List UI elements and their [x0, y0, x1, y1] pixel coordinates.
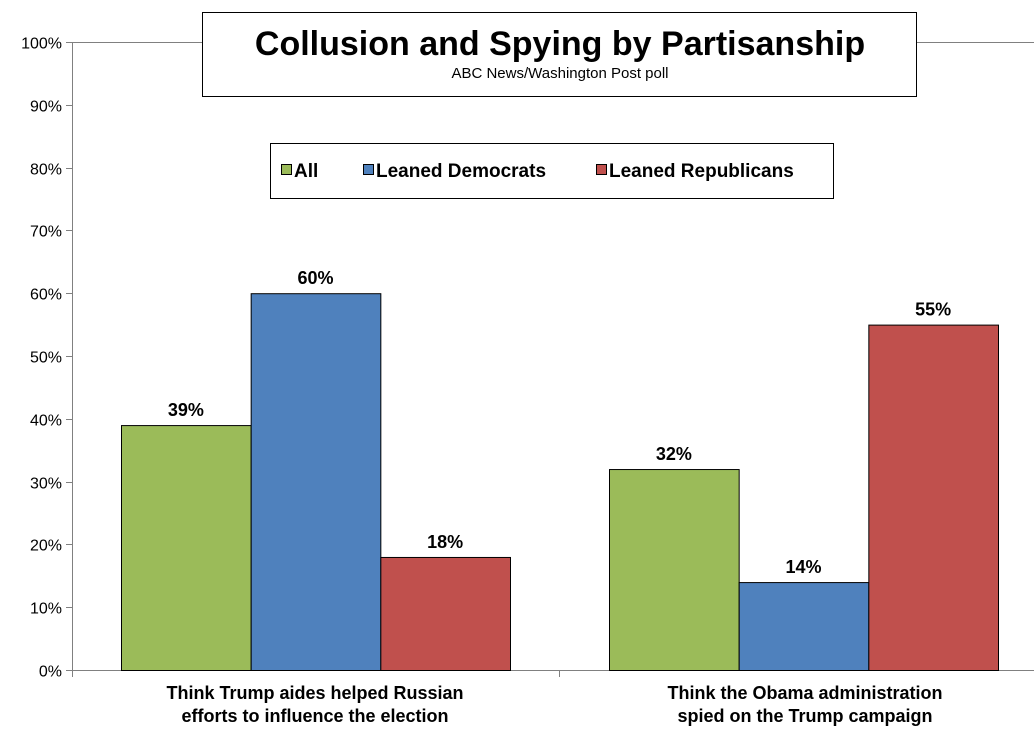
data-label: 60%: [297, 268, 333, 288]
bar-leaned-democrats: [250, 293, 382, 671]
chart-title: Collusion and Spying by Partisanship: [255, 25, 865, 63]
y-tick-label: 50%: [30, 350, 62, 367]
title-box: Collusion and Spying by Partisanship ABC …: [202, 12, 917, 97]
legend-swatch: [596, 164, 607, 175]
data-label: 55%: [915, 300, 951, 320]
y-tick-label: 20%: [30, 538, 62, 555]
category-label-line: spied on the Trump campaign: [677, 706, 932, 726]
bars: [121, 293, 999, 672]
y-tick-label: 60%: [30, 287, 62, 304]
data-label: 32%: [656, 444, 692, 464]
category-label: Think Trump aides helped Russian efforts …: [166, 683, 463, 726]
legend: All Leaned Democrats Leaned Republicans: [270, 143, 834, 199]
bar-leaned-republicans: [380, 556, 512, 672]
axes: 0% 10% 20% 30% 40% 50% 60% 70% 80% 90% 100% Think T…: [21, 36, 1034, 726]
legend-label: All: [294, 161, 318, 182]
category-label-line: Think the Obama administration: [667, 683, 942, 703]
category-label-line: efforts to influence the election: [181, 706, 448, 726]
category-label: Think the Obama administration spied on t…: [667, 683, 942, 726]
y-tick-label: 80%: [30, 162, 62, 179]
y-tick-label: 10%: [30, 601, 62, 618]
bar-leaned-republicans: [868, 324, 999, 671]
data-label: 14%: [785, 557, 821, 577]
legend-label: Leaned Republicans: [609, 161, 794, 182]
y-tick-label: 100%: [21, 36, 62, 53]
legend-swatch: [363, 164, 374, 175]
data-label: 18%: [427, 532, 463, 552]
bar-all: [121, 425, 252, 671]
legend-swatch: [281, 164, 292, 175]
category-label-line: Think Trump aides helped Russian: [166, 683, 463, 703]
bar-leaned-democrats: [738, 582, 870, 672]
data-labels: 39% 60% 18% 32% 14% 55%: [168, 268, 951, 577]
legend-label: Leaned Democrats: [376, 161, 546, 182]
title-box-frame: [202, 12, 917, 97]
y-tick-label: 90%: [30, 99, 62, 116]
y-tick-label: 0%: [39, 664, 62, 681]
y-tick-label: 40%: [30, 413, 62, 430]
y-tick-label: 30%: [30, 476, 62, 493]
y-tick-label: 70%: [30, 224, 62, 241]
data-label: 39%: [168, 400, 204, 420]
bar-all: [609, 469, 740, 672]
chart-subtitle: ABC News/Washington Post poll: [451, 65, 668, 82]
